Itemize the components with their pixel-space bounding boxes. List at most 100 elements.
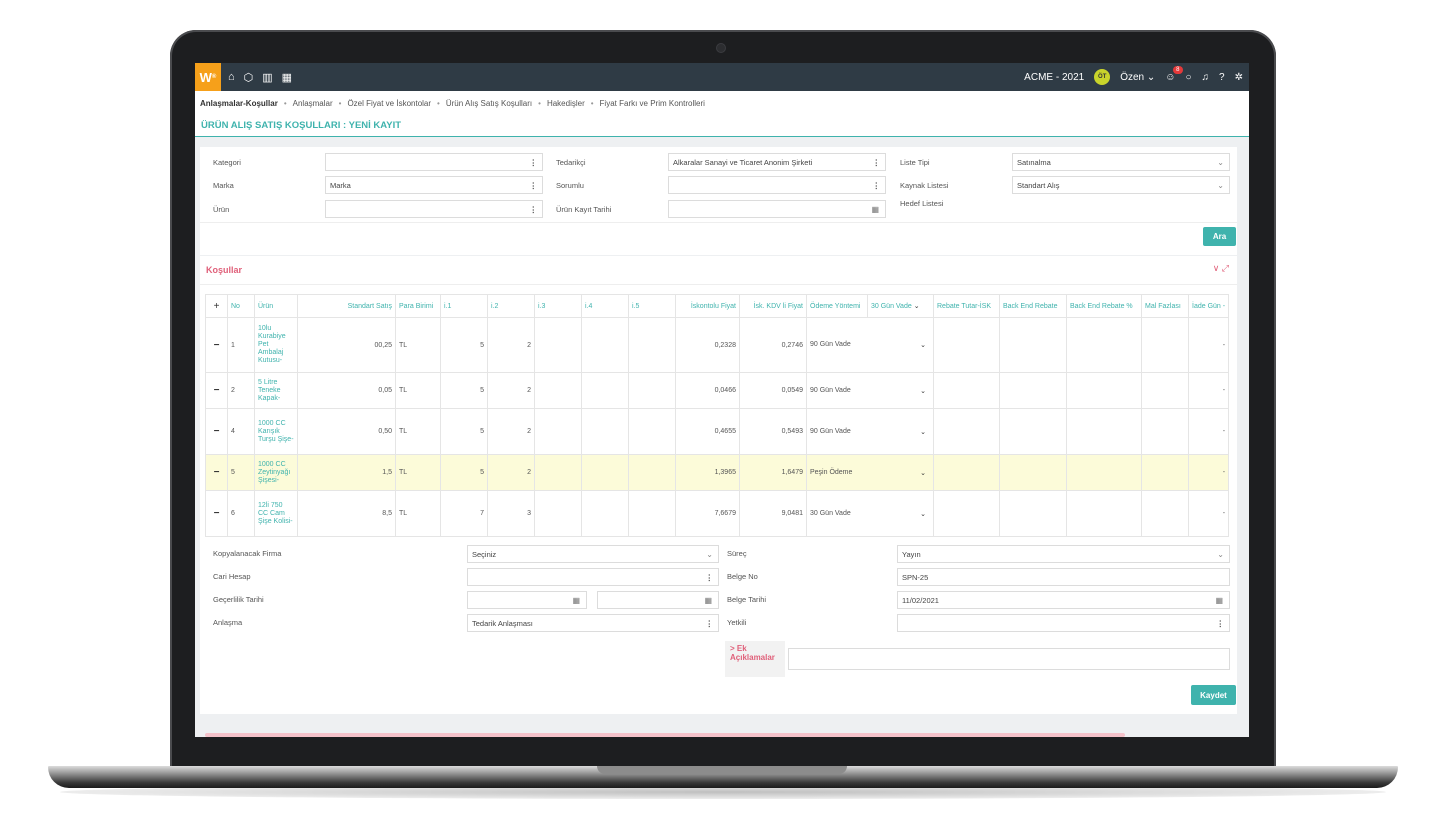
belge-tarihi-field[interactable]: 11/02/2021 ▦ [897,591,1230,609]
ek-aciklamalar-textarea[interactable] [788,648,1230,670]
discount-4[interactable] [581,317,629,373]
remove-row-button[interactable]: − [205,454,228,491]
product-link[interactable]: 5 Litre Teneke Kapak- [254,372,298,409]
discount-5[interactable] [628,490,676,537]
discount-3[interactable] [534,317,582,373]
gecerlilik-end[interactable]: ▦ [597,591,719,609]
minus-icon[interactable]: − [213,385,220,396]
help-icon[interactable]: ? [1219,71,1225,83]
smiley-icon[interactable]: ☺ 8 [1165,65,1183,83]
currency[interactable]: TL [395,317,441,373]
avatar[interactable]: ÖT [1094,69,1111,85]
discount-3[interactable] [534,490,582,537]
goods-surplus[interactable] [1141,317,1189,373]
standard-price[interactable]: 00,25 [297,317,396,373]
discount-5[interactable] [628,408,676,455]
breadcrumb-item[interactable]: Fiyat Farkı ve Prim Kontrolleri [599,98,705,108]
return-days[interactable]: - [1187,372,1230,409]
back-end-rebate[interactable] [999,408,1067,455]
rebate-amount[interactable] [933,372,1000,409]
column-header[interactable]: Para Birimi [395,294,441,318]
marka-field[interactable]: Marka ⋮ [325,176,543,194]
return-days[interactable]: - [1187,490,1230,537]
product-link[interactable]: 10lu Kurabiye Pet Ambalaj Kutusu- [254,317,298,373]
column-header[interactable]: İskontolu Fiyat [675,294,740,318]
column-header[interactable]: Mal Fazlası [1141,294,1189,318]
product-link[interactable]: 12li 750 CC Cam Şişe Kolisi- [254,490,298,537]
column-header[interactable]: i.2 [487,294,535,318]
currency[interactable]: TL [395,454,441,491]
standard-price[interactable]: 0,50 [297,408,396,455]
column-header[interactable]: i.4 [581,294,629,318]
back-end-rebate-pct[interactable] [1066,490,1142,537]
kopya-select[interactable]: Seçiniz ⌄ [467,545,719,563]
back-end-rebate-pct[interactable] [1066,317,1142,373]
column-header[interactable]: İsk. KDV li Fiyat [739,294,807,318]
rebate-amount[interactable] [933,490,1000,537]
currency[interactable]: TL [395,372,441,409]
goods-surplus[interactable] [1141,490,1189,537]
discount-2[interactable]: 2 [487,317,535,373]
discount-4[interactable] [581,408,629,455]
collapse-expand-icon[interactable]: ∨ ⤢ [1212,263,1229,273]
kaynak-select[interactable]: Standart Alış ⌄ [1012,176,1230,194]
minus-icon[interactable]: − [213,426,220,437]
return-days[interactable]: - [1187,408,1230,455]
box-icon[interactable]: ⬡ [243,71,254,84]
kayit-tarihi-field[interactable]: ▦ [668,200,886,218]
payment-method-select[interactable]: Peşin Ödeme ⌄ [806,454,934,491]
column-header[interactable]: Back End Rebate [999,294,1067,318]
back-end-rebate[interactable] [999,372,1067,409]
discount-3[interactable] [534,372,582,409]
currency[interactable]: TL [395,490,441,537]
tedarikci-field[interactable]: Alkaralar Sanayi ve Ticaret Anonim Şirke… [668,153,886,171]
rebate-amount[interactable] [933,317,1000,373]
column-header[interactable]: Standart Satış [297,294,396,318]
belge-no-field[interactable]: SPN-25 [897,568,1230,586]
discount-5[interactable] [628,454,676,491]
anlasma-field[interactable]: Tedarik Anlaşması ⋮ [467,614,719,632]
payment-method-select[interactable]: 90 Gün Vade ⌄ [806,408,934,455]
bell-icon[interactable]: ♫ [1201,71,1210,83]
user-menu[interactable]: Özen ⌄ [1120,71,1156,83]
payment-method-select[interactable]: 90 Gün Vade ⌄ [806,372,934,409]
surec-select[interactable]: Yayın ⌄ [897,545,1230,563]
minus-icon[interactable]: − [213,339,220,351]
breadcrumb-item[interactable]: Ürün Alış Satış Koşulları [445,98,533,108]
breadcrumb-item[interactable]: Özel Fiyat ve İskontolar [347,98,432,108]
breadcrumb-item[interactable]: Anlaşmalar-Koşullar [200,98,278,108]
discount-1[interactable]: 5 [440,454,488,491]
standard-price[interactable]: 0,05 [297,372,396,409]
discount-5[interactable] [628,372,676,409]
discount-3[interactable] [534,408,582,455]
kategori-field[interactable]: ⋮ [325,153,543,171]
app-logo[interactable]: W ® [195,63,221,91]
back-end-rebate-pct[interactable] [1066,372,1142,409]
back-end-rebate[interactable] [999,317,1067,373]
back-end-rebate-pct[interactable] [1066,408,1142,455]
discount-2[interactable]: 2 [487,454,535,491]
return-days[interactable]: - [1187,454,1230,491]
discount-3[interactable] [534,454,582,491]
sorumlu-field[interactable]: ⋮ [668,176,886,194]
column-header[interactable]: Back End Rebate % [1066,294,1142,318]
add-row-button[interactable]: + [205,294,228,318]
breadcrumb-item[interactable]: Anlaşmalar [292,98,333,108]
vade-header-select[interactable]: 30 Gün Vade ⌄ [867,294,934,318]
calendar-icon[interactable]: ▦ [281,71,293,84]
chat-icon[interactable]: ○ [1185,71,1192,83]
column-header[interactable]: i.1 [440,294,488,318]
payment-method-select[interactable]: 90 Gün Vade ⌄ [806,317,934,373]
settings-icon[interactable]: ✲ [1234,71,1243,83]
horizontal-scrollbar[interactable] [205,733,1125,737]
yetkili-field[interactable]: ⋮ [897,614,1230,632]
product-link[interactable]: 1000 CC Karışık Turşu Şişe- [254,408,298,455]
discount-4[interactable] [581,372,629,409]
goods-surplus[interactable] [1141,408,1189,455]
gecerlilik-start[interactable]: ▦ [467,591,587,609]
rebate-amount[interactable] [933,454,1000,491]
discount-4[interactable] [581,490,629,537]
home-icon[interactable]: ⌂ [228,70,235,83]
ek-aciklamalar-toggle[interactable]: > Ek Açıklamalar [725,641,785,677]
column-header[interactable]: Ürün [254,294,298,318]
